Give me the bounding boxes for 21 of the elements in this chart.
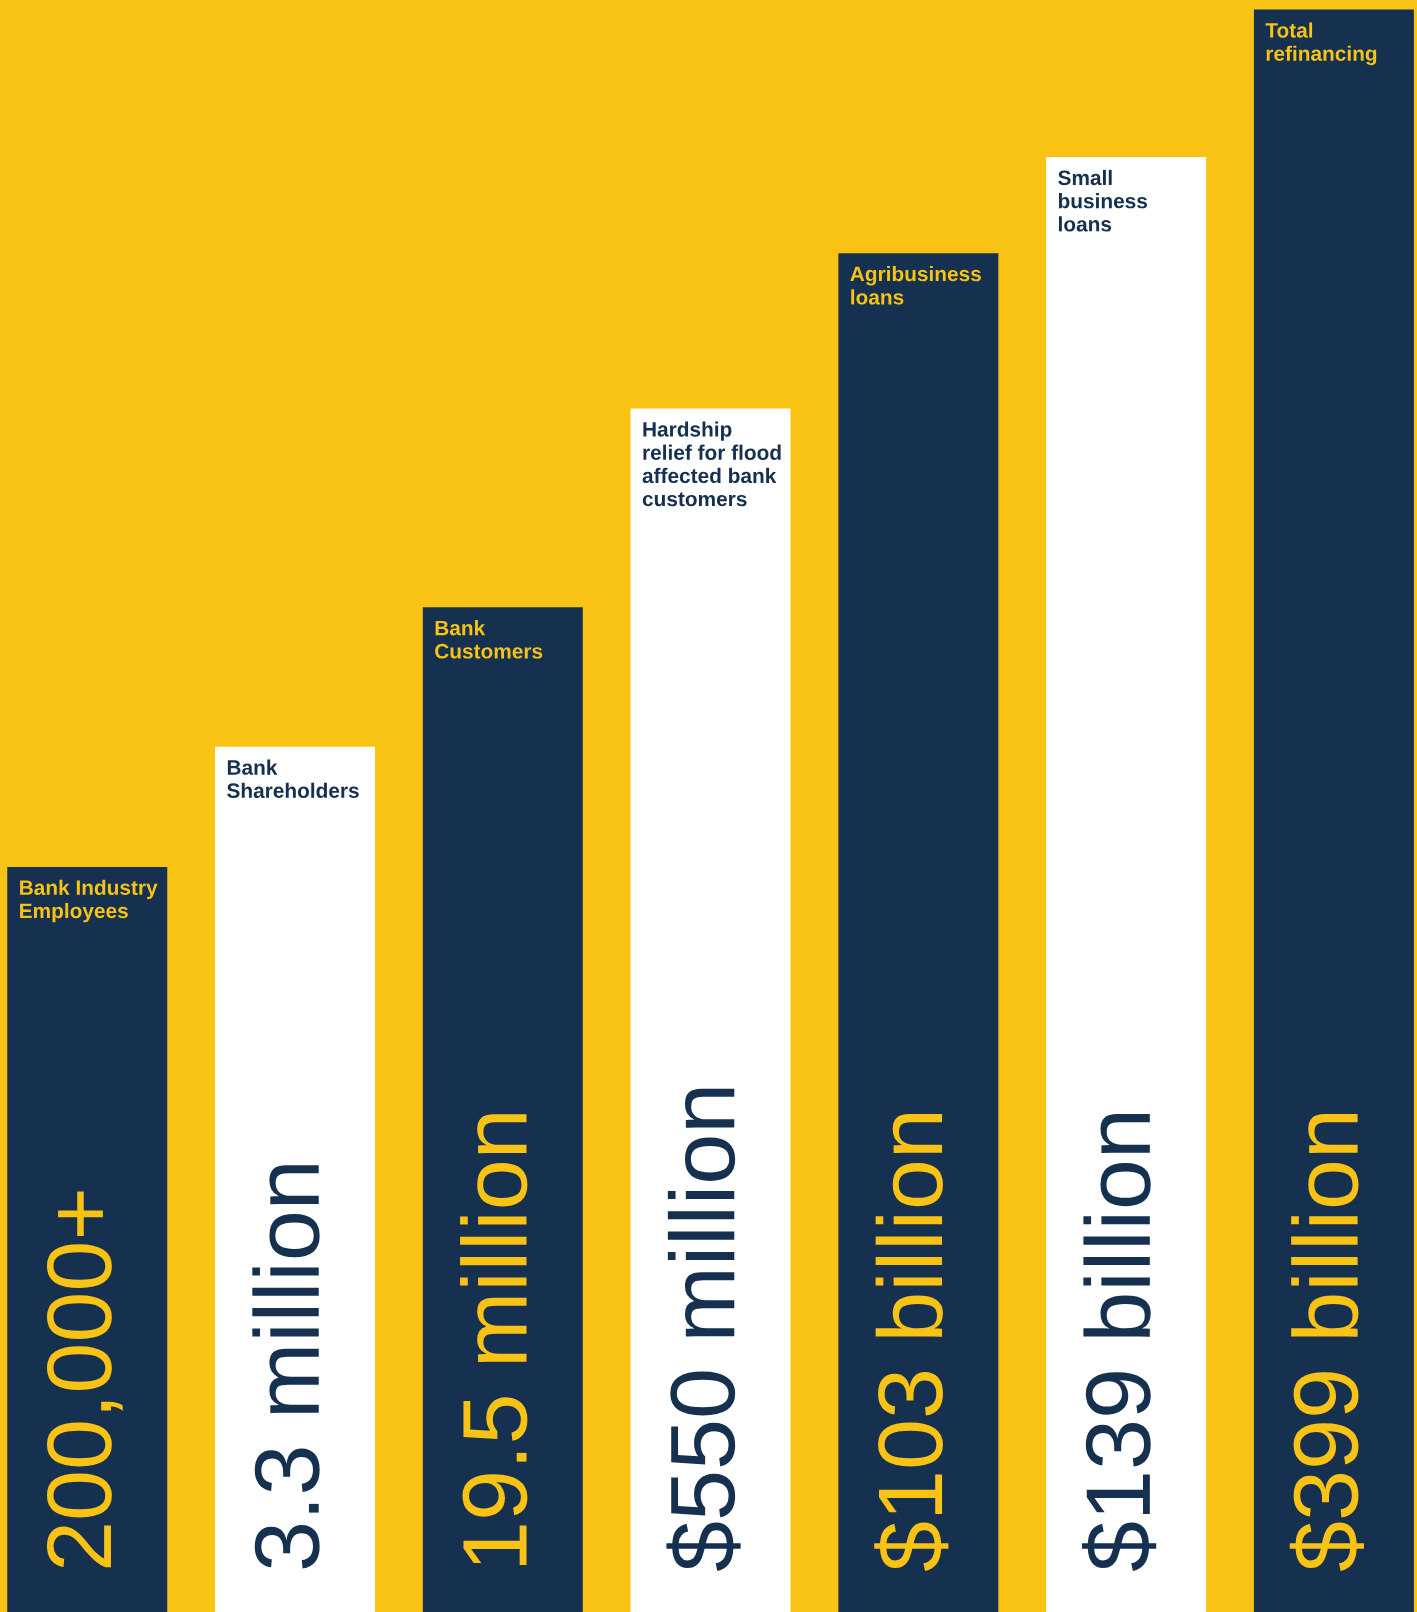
x-tick-label: Agribusiness loans (850, 266, 981, 305)
bar (838, 253, 999, 1612)
annotation: 3.3 million (252, 1165, 320, 1569)
annotation: $103 billion (874, 1114, 949, 1571)
x-tick-label: Small business loans (1058, 169, 1148, 232)
bar (630, 408, 791, 1612)
bar (422, 607, 583, 1612)
bar (215, 746, 376, 1612)
x-tick-label: Bank Customers (435, 620, 543, 659)
annotation: $399 billion (1289, 1114, 1364, 1571)
bar (1046, 157, 1207, 1612)
annotation: 19.5 million (460, 1114, 528, 1565)
x-tick-label: Total refinancing (1265, 22, 1377, 66)
bar (1253, 9, 1414, 1612)
annotation: 200,000+ (46, 1191, 123, 1568)
annotation: $550 million (666, 1088, 741, 1571)
annotation: $139 billion (1081, 1114, 1157, 1571)
x-tick-label: Hardship relief for flood affected bank customers (642, 421, 781, 507)
x-tick-label: Bank Shareholders (227, 759, 359, 799)
bar (7, 866, 168, 1612)
x-tick-label: Bank Industry Employees (20, 879, 158, 923)
